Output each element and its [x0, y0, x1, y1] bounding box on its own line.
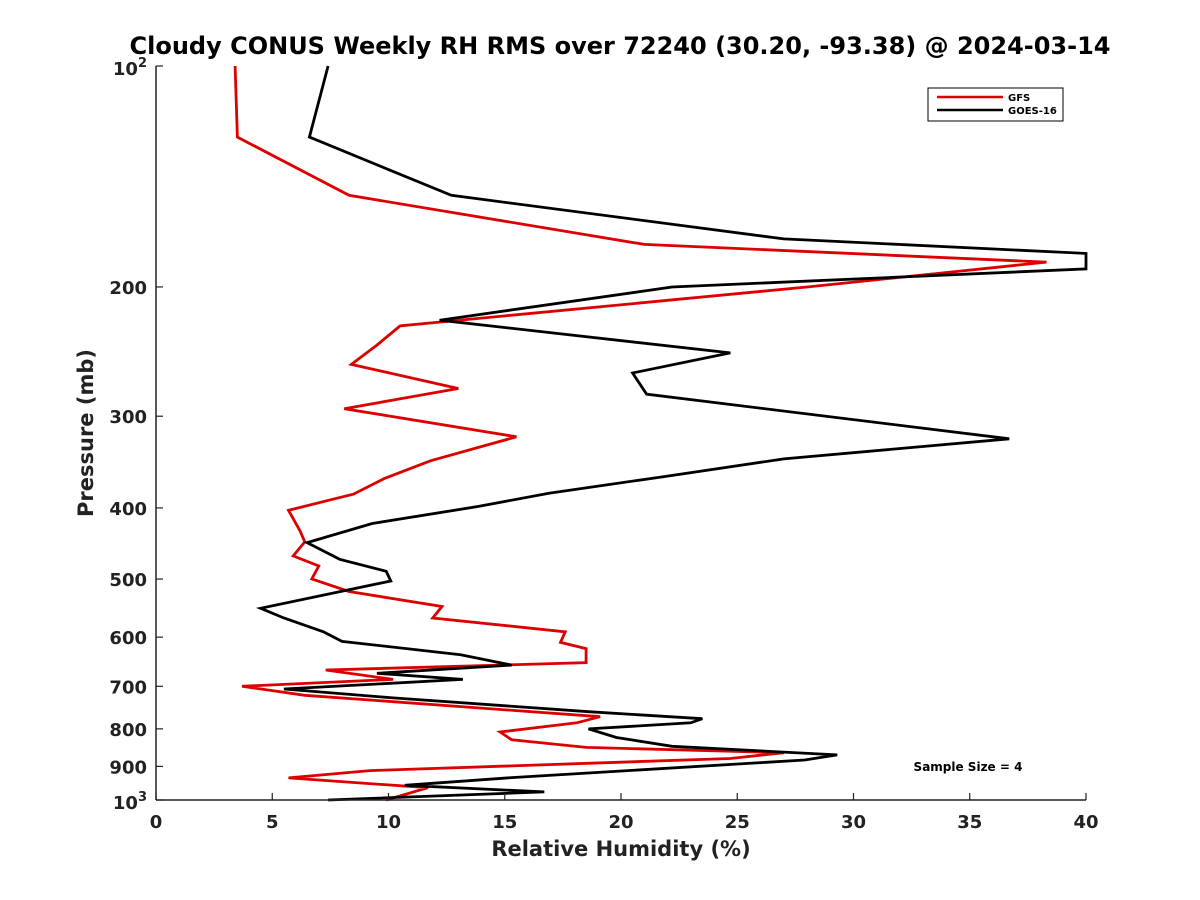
- y-tick-label: 200: [109, 278, 147, 299]
- sample-size-annotation: Sample Size = 4: [914, 760, 1023, 774]
- series-line-goes16: [255, 65, 1088, 802]
- y-tick-label-bottom: 103: [113, 790, 147, 814]
- x-tick-label: 20: [608, 812, 633, 833]
- y-tick-label: 900: [109, 757, 147, 778]
- y-tick-label: 800: [109, 720, 147, 741]
- x-tick-label: 30: [841, 812, 866, 833]
- y-ticks: 200 300 400 500 600 700 800 900: [109, 65, 163, 801]
- legend-box: [927, 87, 1064, 122]
- y-tick-label: 600: [109, 628, 147, 649]
- x-tick-label: 40: [1073, 812, 1098, 833]
- legend-label-goes16: GOES-16: [1008, 106, 1057, 117]
- x-tick-label: 10: [376, 812, 401, 833]
- legend-label-gfs: GFS: [1008, 93, 1030, 104]
- y-tick-label: 500: [109, 570, 147, 591]
- chart-title: Cloudy CONUS Weekly RH RMS over 72240 (3…: [130, 32, 1111, 60]
- y-tick-label: 400: [109, 499, 147, 520]
- series-line-gfs: [233, 65, 1047, 802]
- plot-area: [156, 66, 1086, 800]
- y-tick-label-top: 102: [113, 56, 147, 80]
- x-tick-label: 0: [150, 812, 163, 833]
- x-ticks: 0 5 10 15 20 25 30 35 40: [150, 793, 1099, 833]
- y-tick-label: 300: [109, 407, 147, 428]
- y-tick-label: 700: [109, 677, 147, 698]
- x-tick-label: 15: [492, 812, 517, 833]
- x-tick-label: 25: [725, 812, 750, 833]
- x-tick-label: 5: [266, 812, 279, 833]
- y-axis-label: Pressure (mb): [74, 349, 98, 517]
- x-tick-label: 35: [957, 812, 982, 833]
- legend: GFS GOES-16: [927, 87, 1064, 122]
- series-layer: [233, 65, 1088, 802]
- x-axis-label: Relative Humidity (%): [491, 837, 750, 861]
